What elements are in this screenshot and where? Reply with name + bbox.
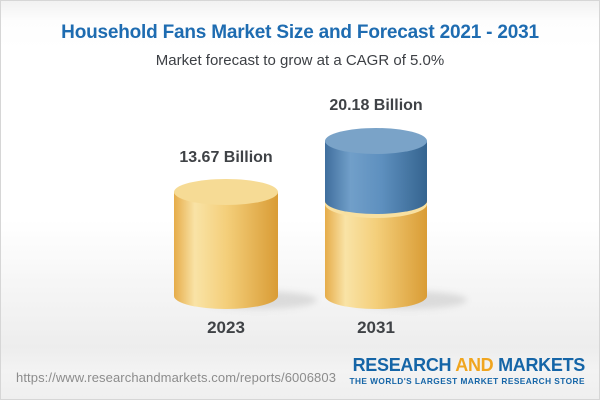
- logo-word-research: RESEARCH: [352, 355, 452, 375]
- report-url-link[interactable]: https://www.researchandmarkets.com/repor…: [16, 370, 337, 385]
- chart-subtitle: Market forecast to grow at a CAGR of 5.0…: [155, 52, 445, 69]
- logo-word-and: AND: [455, 355, 494, 375]
- chart-title: Household Fans Market Size and Forecast …: [61, 22, 539, 43]
- bar-2023-value-label: 13.67 Billion: [179, 149, 273, 166]
- bar-2031-cylinder: [325, 128, 427, 309]
- logo-word-markets: MARKETS: [498, 355, 585, 375]
- bar-2023-cylinder: [174, 179, 278, 309]
- logo-wordmark: RESEARCH AND MARKETS: [349, 355, 586, 375]
- bar-2031-category-label: 2031: [357, 318, 395, 337]
- research-and-markets-logo[interactable]: RESEARCH AND MARKETS THE WORLD'S LARGEST…: [349, 356, 585, 385]
- logo-tagline: THE WORLD'S LARGEST MARKET RESEARCH STOR…: [349, 376, 585, 386]
- bar-2023-category-label: 2023: [207, 318, 245, 337]
- bar-2031-value-label: 20.18 Billion: [329, 97, 423, 114]
